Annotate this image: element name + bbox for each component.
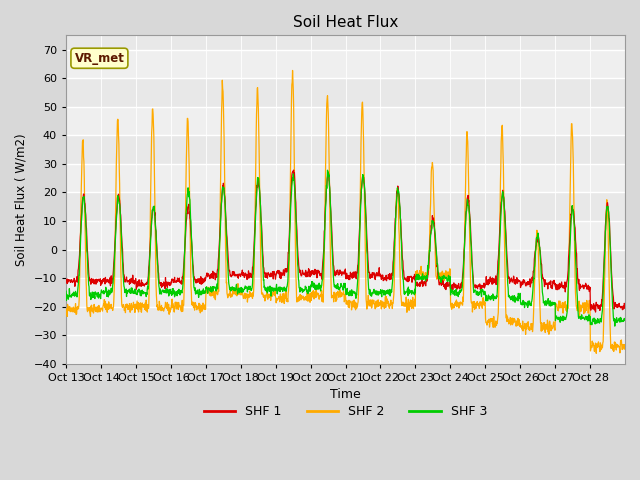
Bar xyxy=(66,221,625,250)
Bar xyxy=(66,278,625,307)
Legend: SHF 1, SHF 2, SHF 3: SHF 1, SHF 2, SHF 3 xyxy=(199,400,492,423)
Y-axis label: Soil Heat Flux ( W/m2): Soil Heat Flux ( W/m2) xyxy=(15,133,28,266)
Bar xyxy=(66,107,625,135)
Text: VR_met: VR_met xyxy=(74,52,124,65)
Bar xyxy=(66,49,625,78)
X-axis label: Time: Time xyxy=(330,388,361,401)
Bar xyxy=(66,164,625,192)
Bar xyxy=(66,335,625,364)
Title: Soil Heat Flux: Soil Heat Flux xyxy=(293,15,398,30)
